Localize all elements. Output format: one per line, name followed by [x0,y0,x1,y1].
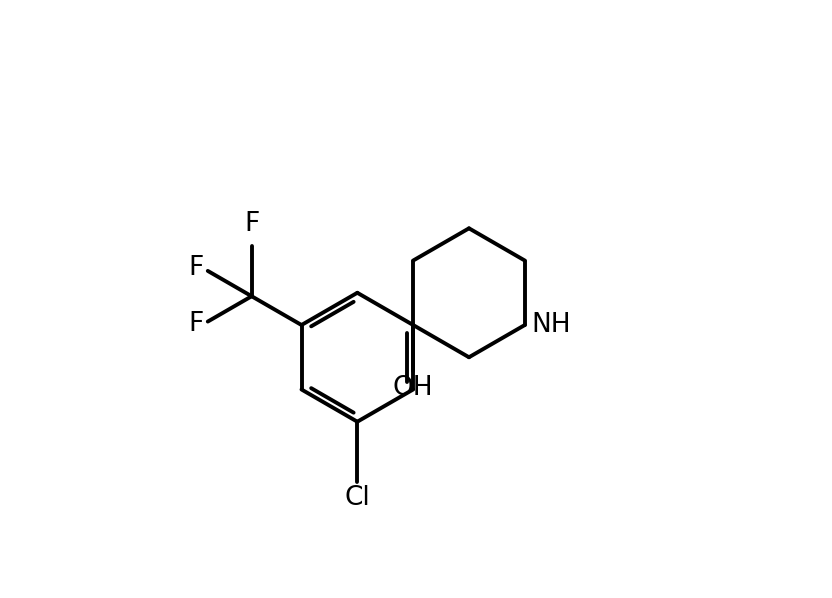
Text: F: F [244,211,260,237]
Text: NH: NH [532,312,572,338]
Text: F: F [188,255,204,282]
Text: F: F [188,311,204,337]
Text: OH: OH [393,375,433,401]
Text: Cl: Cl [344,485,370,511]
